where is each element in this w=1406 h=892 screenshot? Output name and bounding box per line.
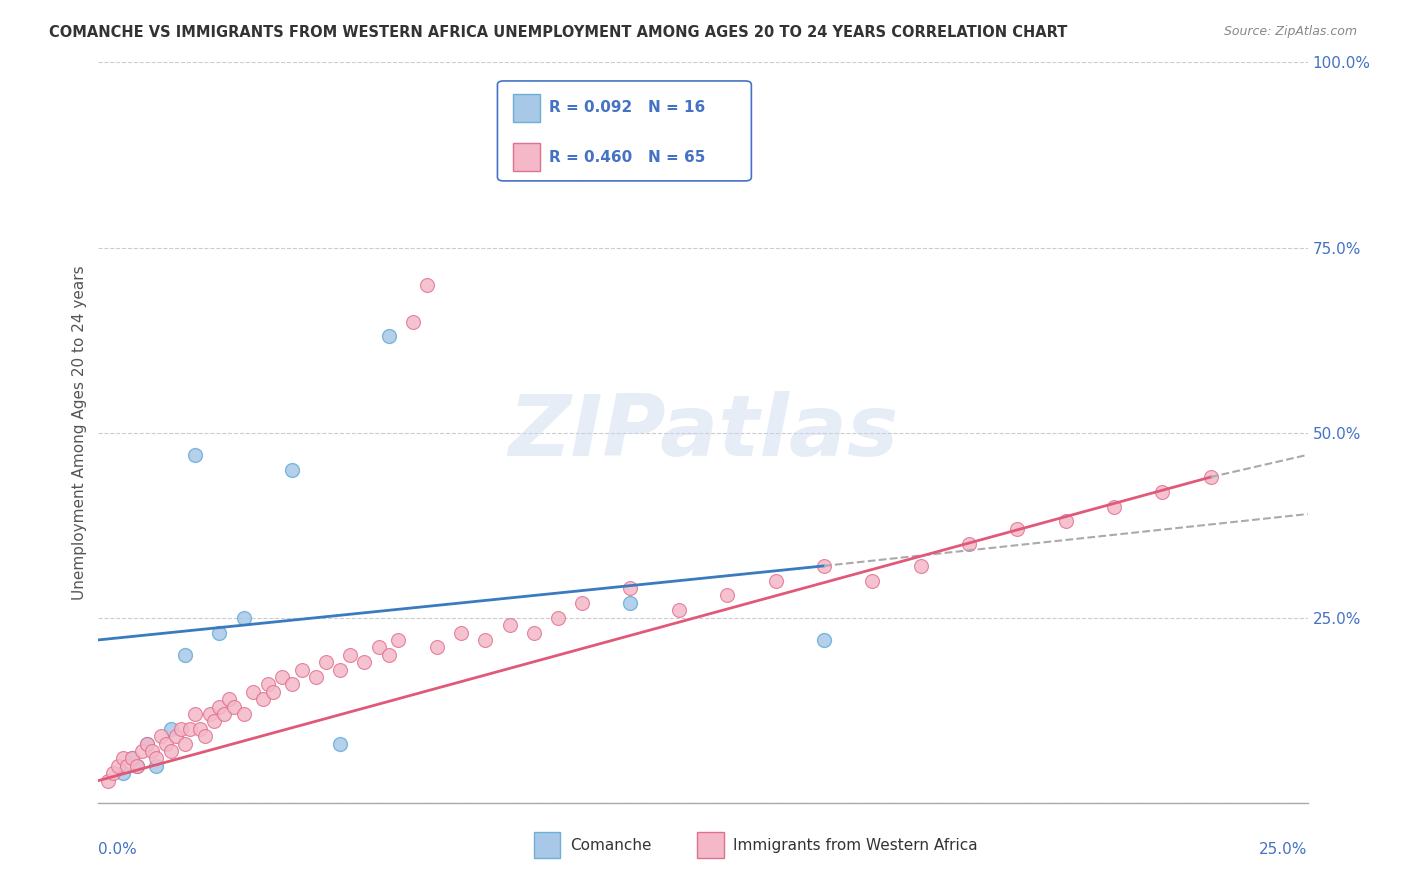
Point [232,706,254,721]
Point [329,663,352,677]
Point [188,722,211,736]
Text: 0.0%: 0.0% [98,842,138,856]
Point [547,610,569,624]
Point [141,744,163,758]
Point [498,618,520,632]
Point [271,670,294,684]
Text: 25.0%: 25.0% [1260,842,1308,856]
Bar [513,94,540,121]
Point [117,758,139,772]
Point [184,706,207,721]
Point [212,706,235,721]
Point [1007,522,1029,536]
Point [281,677,304,691]
Point [165,729,187,743]
Point [155,737,177,751]
Point [174,737,197,751]
Point [121,751,143,765]
Point [208,625,231,640]
Point [174,648,197,662]
Point [353,655,375,669]
Point [204,714,226,729]
Point [150,729,173,743]
Point [813,558,835,573]
Point [101,766,124,780]
Text: ZIPatlas: ZIPatlas [508,391,898,475]
Point [242,685,264,699]
Text: Immigrants from Western Africa: Immigrants from Western Africa [734,838,977,854]
Y-axis label: Unemployment Among Ages 20 to 24 years: Unemployment Among Ages 20 to 24 years [72,265,87,600]
Point [571,166,593,180]
Point [426,640,449,655]
Point [135,737,157,751]
Point [179,722,201,736]
Point [1054,515,1077,529]
Point [668,603,690,617]
Point [813,632,835,647]
Point [111,766,134,780]
Point [1102,500,1125,514]
Point [222,699,245,714]
Point [252,692,274,706]
Point [281,462,304,476]
Point [121,751,143,765]
Point [97,773,120,788]
Point [329,737,352,751]
Point [131,744,153,758]
Point [1199,470,1222,484]
Point [619,596,641,610]
Point [474,632,496,647]
Point [402,314,425,328]
Point [218,692,240,706]
Point [1152,484,1174,499]
Point [860,574,883,588]
Point [368,640,391,655]
Point [765,574,787,588]
Point [305,670,328,684]
Point [957,536,980,550]
Text: Source: ZipAtlas.com: Source: ZipAtlas.com [1223,25,1357,38]
Point [135,737,157,751]
Point [256,677,278,691]
Point [107,758,129,772]
Point [571,596,593,610]
Point [160,722,183,736]
FancyBboxPatch shape [498,81,751,181]
Point [194,729,217,743]
Point [127,758,149,772]
Point [910,558,932,573]
Point [198,706,221,721]
Text: R = 0.460   N = 65: R = 0.460 N = 65 [550,150,706,165]
Point [619,581,641,595]
Point [145,758,167,772]
Point [377,648,399,662]
Bar [534,832,561,858]
Point [169,722,191,736]
Point [145,751,167,765]
Point [450,625,472,640]
Point [315,655,337,669]
Point [111,751,134,765]
Point [127,758,149,772]
Point [232,610,254,624]
Text: COMANCHE VS IMMIGRANTS FROM WESTERN AFRICA UNEMPLOYMENT AMONG AGES 20 TO 24 YEAR: COMANCHE VS IMMIGRANTS FROM WESTERN AFRI… [49,25,1067,40]
Point [262,685,284,699]
Point [184,448,207,462]
Point [716,589,738,603]
Point [387,632,409,647]
Bar [513,143,540,171]
Point [208,699,231,714]
Bar [697,832,724,858]
Point [160,744,183,758]
Text: Comanche: Comanche [569,838,651,854]
Point [339,648,361,662]
Point [377,329,399,343]
Text: R = 0.092   N = 16: R = 0.092 N = 16 [550,100,706,115]
Point [416,277,439,292]
Point [290,663,312,677]
Point [523,625,546,640]
